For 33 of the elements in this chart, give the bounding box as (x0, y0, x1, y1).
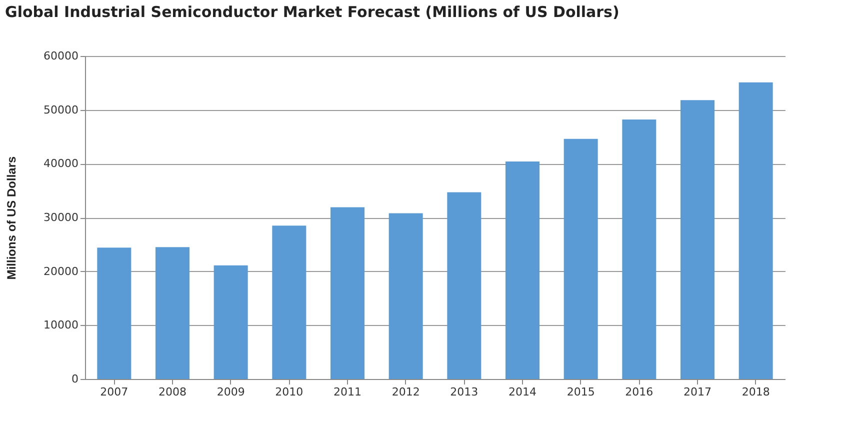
y-tick-label: 20000 (44, 264, 78, 278)
y-tick-label: 50000 (44, 103, 78, 116)
x-tick-label: 2008 (158, 386, 186, 398)
x-tick-label: 2015 (566, 386, 595, 398)
y-tick-label: 40000 (44, 157, 78, 170)
x-tick-label: 2013 (450, 386, 478, 398)
bar (564, 138, 598, 379)
bar (506, 162, 540, 379)
x-tick-label: 2018 (742, 386, 770, 398)
bar (447, 192, 482, 379)
x-tick-label: 2011 (334, 386, 362, 398)
y-tick-label: 0 (72, 372, 78, 386)
y-tick-label: 30000 (44, 211, 78, 224)
bar (97, 248, 132, 379)
bar (738, 82, 773, 379)
chart-title: Global Industrial Semiconductor Market Forecast (Millions of US Dollars) (5, 3, 620, 21)
bar (622, 120, 656, 379)
bar (388, 213, 423, 379)
x-tick-label: 2017 (684, 386, 712, 398)
bar (214, 265, 248, 379)
y-axis-title: Millions of US Dollars (4, 156, 19, 280)
x-tick-label: 2009 (216, 386, 245, 398)
x-tick-label: 2012 (392, 386, 420, 398)
bar (156, 247, 190, 379)
x-tick-label: 2007 (100, 386, 128, 398)
bar (330, 207, 364, 379)
bar (680, 100, 714, 379)
x-tick-label: 2016 (625, 386, 654, 398)
x-tick-label: 2010 (275, 386, 304, 398)
y-tick-label: 10000 (44, 318, 78, 332)
y-tick-label: 60000 (44, 50, 78, 62)
x-tick-label: 2014 (508, 386, 536, 398)
bar (272, 226, 306, 379)
